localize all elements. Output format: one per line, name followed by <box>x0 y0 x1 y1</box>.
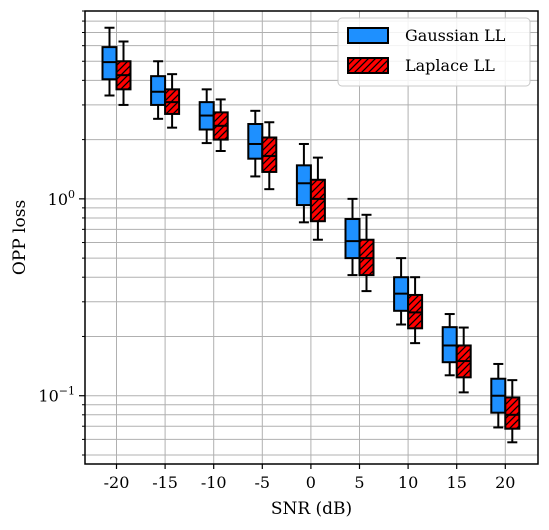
box-body <box>247 123 264 160</box>
box-plot <box>295 142 312 224</box>
box-plot <box>261 121 278 191</box>
x-tick-label: 5 <box>354 473 364 492</box>
x-tick-label: -5 <box>255 473 271 492</box>
box-body <box>295 164 312 207</box>
box-plot <box>309 156 326 241</box>
series-laplace <box>115 40 521 444</box>
box-hatch <box>310 179 325 222</box>
box-plot <box>344 197 361 277</box>
box-plot <box>490 362 507 429</box>
x-axis-label: SNR (dB) <box>271 499 352 519</box>
box-plot <box>164 73 181 129</box>
box-plots <box>101 26 521 444</box>
box-plot <box>504 379 521 444</box>
x-tick-label: 10 <box>398 473 418 492</box>
legend-swatch-hatch <box>348 58 388 73</box>
box-plot <box>441 313 458 377</box>
legend-label: Gaussian LL <box>405 26 506 45</box>
y-tick-label: 100 <box>48 188 75 209</box>
legend: Gaussian LL Laplace LL <box>337 17 531 87</box>
box-hatch <box>262 137 277 172</box>
axis-ticks: -20 -15 -10 -5 0 5 10 15 20 100 10−1 <box>38 10 515 492</box>
box-body <box>344 218 361 260</box>
legend-label: Laplace LL <box>405 56 495 75</box>
series-gaussian <box>101 26 507 429</box>
x-tick-label: -15 <box>152 473 178 492</box>
box-plot <box>150 60 167 120</box>
box-plot <box>455 326 472 394</box>
box-plot <box>407 276 424 345</box>
x-tick-label: -10 <box>201 473 227 492</box>
box-hatch <box>505 397 520 429</box>
box-plot <box>115 40 132 106</box>
x-tick-label: 15 <box>447 473 467 492</box>
box-body <box>101 46 118 81</box>
box-plot <box>358 213 375 293</box>
box-plot <box>198 88 215 145</box>
box-body <box>150 75 167 106</box>
legend-entry: Laplace LL <box>347 56 495 75</box>
y-axis-label: OPP loss <box>10 200 30 275</box>
x-tick-label: 0 <box>306 473 316 492</box>
y-tick-label: 10−1 <box>38 385 75 406</box>
x-tick-label: 20 <box>495 473 515 492</box>
box-plot <box>101 26 118 97</box>
legend-swatch <box>347 27 389 44</box>
legend-entry: Gaussian LL <box>347 26 506 45</box>
box-plot <box>212 98 229 153</box>
box-plot <box>393 257 410 326</box>
x-tick-label: -20 <box>104 473 130 492</box>
box-plot <box>247 109 264 178</box>
